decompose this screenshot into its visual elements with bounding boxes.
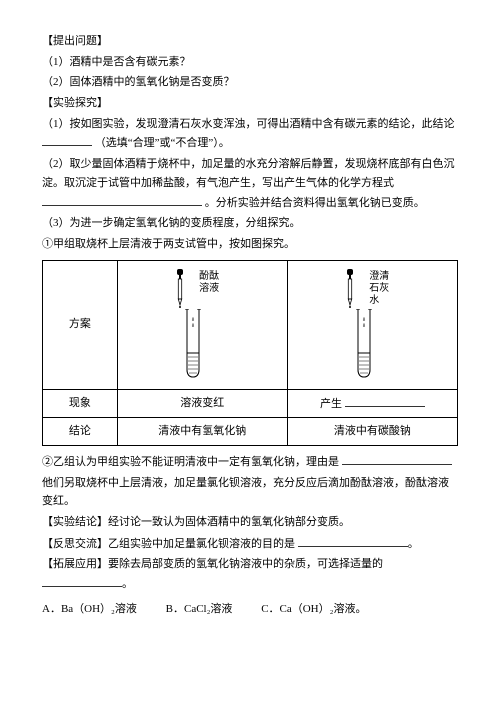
exp-3-1-line: ①甲组取烧杯上层清液于两支试管中，按如图探究。 xyxy=(42,235,458,254)
question-2: （2）固体酒精中的氢氧化钠是否变质？ xyxy=(42,73,458,92)
blank-reflect[interactable] xyxy=(298,534,408,547)
exp-1-text-a: （1）按如图实验，发现澄清石灰水变浑浊，可得出酒精中含有碳元素的结论，此结论 xyxy=(42,118,455,130)
exp-3-2-line-b: 他们另取烧杯中上层清液，加足量氯化钡溶液，充分反应后滴加酚酞溶液，酚酞溶液变红。 xyxy=(42,474,458,511)
exp-2-line: （2）取少量固体酒精于烧杯中，加足量的水充分溶解后静置，发现烧杯底部有白色沉淀。… xyxy=(42,155,458,212)
dropper-icon-2 xyxy=(341,269,359,309)
section-reflect: 【反思交流】乙组实验中加足量氯化钡溶液的目的是 。 xyxy=(42,534,458,554)
cell-scheme-case1: 酚酞 溶液 8 8 xyxy=(117,260,287,389)
table-row-conclusion: 结论 清液中有氢氧化钠 清液中有碳酸钠 xyxy=(43,418,458,446)
cell-scheme-label: 方案 xyxy=(43,260,118,389)
blank-obs-case2[interactable] xyxy=(345,394,425,407)
blank-exp1[interactable] xyxy=(42,133,92,146)
exp-3-2-line-a: ②乙组认为甲组实验不能证明清液中一定有氢氧化钠，理由是 xyxy=(42,452,458,472)
reagent-label-2: 澄清 石灰 水 xyxy=(369,271,389,307)
exp-1-line: （1）按如图实验，发现澄清石灰水变浑浊，可得出酒精中含有碳元素的结论，此结论 （… xyxy=(42,115,458,153)
test-tube-icon-2: 8 8 xyxy=(354,309,374,379)
cell-obs-case1: 溶液变红 xyxy=(117,389,287,418)
section-extend: 【拓展应用】要除去局部变质的氢氧化钠溶液中的杂质，可选择适量的 。 xyxy=(42,555,458,593)
question-1: （1）酒精中是否含有碳元素？ xyxy=(42,53,458,72)
page-root: 【提出问题】 （1）酒精中是否含有碳元素？ （2）固体酒精中的氢氧化钠是否变质？… xyxy=(0,0,500,650)
section-experiment-title: 【实验探究】 xyxy=(42,94,458,113)
table-row-observation: 现象 溶液变红 产生 xyxy=(43,389,458,418)
svg-text:8: 8 xyxy=(192,324,195,329)
cell-con-case2: 清液中有碳酸钠 xyxy=(287,418,457,446)
choice-b[interactable]: B．CaCl₂溶液 xyxy=(166,600,233,619)
blank-exp2-eq[interactable] xyxy=(42,193,202,206)
extend-text-a: 【拓展应用】要除去局部变质的氢氧化钠溶液中的杂质，可选择适量的 xyxy=(42,558,383,570)
dropper-icon-1 xyxy=(171,269,189,309)
cell-obs-label: 现象 xyxy=(43,389,118,418)
section-propose-title: 【提出问题】 xyxy=(42,32,458,51)
cell-scheme-case2: 澄清 石灰 水 8 8 xyxy=(287,260,457,389)
experiment-table: 方案 酚酞 溶液 8 8 xyxy=(42,260,458,446)
choice-a[interactable]: A．Ba（OH）₂溶液 xyxy=(42,600,137,619)
cell-obs-case2: 产生 xyxy=(287,389,457,418)
svg-text:8: 8 xyxy=(362,324,365,329)
blank-exp3-2[interactable] xyxy=(342,452,452,465)
exp-3-line: （3）为进一步确定氢氧化钠的变质程度，分组探究。 xyxy=(42,214,458,233)
table-row-scheme: 方案 酚酞 溶液 8 8 xyxy=(43,260,458,389)
exp-1-text-b: （选填“合理”或“不合理”）。 xyxy=(95,137,230,149)
cell-con-case1: 清液中有氢氧化钠 xyxy=(117,418,287,446)
exp-3-2-text-a: ②乙组认为甲组实验不能证明清液中一定有氢氧化钠，理由是 xyxy=(42,456,339,468)
reagent-label-1: 酚酞 溶液 xyxy=(199,271,219,295)
cell-con-label: 结论 xyxy=(43,418,118,446)
svg-text:8: 8 xyxy=(192,318,195,323)
exp-2-text-b: 。分析实验并结合资料得出氢氧化钠已变质。 xyxy=(205,197,425,209)
reflect-text-a: 【反思交流】乙组实验中加足量氯化钡溶液的目的是 xyxy=(42,538,295,550)
svg-text:8: 8 xyxy=(362,318,365,323)
apparatus-1: 酚酞 溶液 8 8 xyxy=(124,265,281,385)
section-conclusion: 【实验结论】经讨论一致认为固体酒精中的氢氧化钠部分变质。 xyxy=(42,513,458,532)
test-tube-icon-1: 8 8 xyxy=(183,309,203,379)
blank-extend[interactable] xyxy=(42,574,122,587)
obs-case2-text: 产生 xyxy=(320,398,342,410)
apparatus-2: 澄清 石灰 水 8 8 xyxy=(294,265,451,385)
exp-2-text-a: （2）取少量固体酒精于烧杯中，加足量的水充分溶解后静置，发现烧杯底部有白色沉淀。… xyxy=(42,158,455,189)
answer-choices: A．Ba（OH）₂溶液 B．CaCl₂溶液 C．Ca（OH）₂溶液。 xyxy=(42,600,458,619)
choice-c[interactable]: C．Ca（OH）₂溶液。 xyxy=(261,600,366,619)
